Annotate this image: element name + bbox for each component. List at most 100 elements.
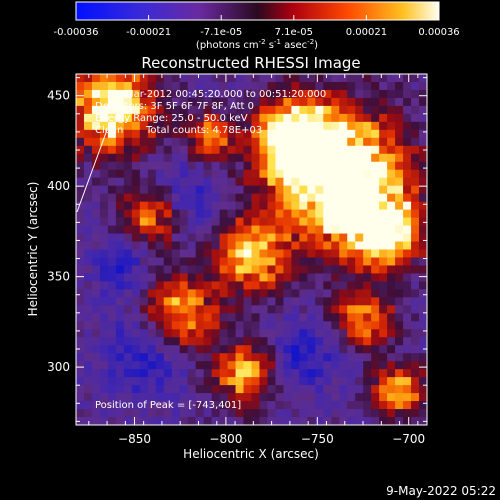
heatmap-cell: [355, 241, 364, 251]
heatmap-cell: [211, 121, 221, 131]
heatmap-cell: [99, 217, 109, 227]
heatmap-cell: [139, 97, 149, 107]
heatmap-cell: [211, 377, 221, 386]
heatmap-cell: [379, 281, 388, 290]
heatmap-cell: [411, 241, 420, 251]
heatmap-cell: [131, 249, 141, 259]
heatmap-cell: [227, 74, 237, 83]
heatmap-cell: [76, 353, 85, 362]
heatmap-cell: [235, 249, 245, 259]
heatmap-cell: [179, 145, 189, 155]
heatmap-cell: [411, 417, 420, 425]
heatmap-cell: [299, 353, 308, 362]
heatmap-cell: [403, 305, 412, 314]
heatmap-cell: [379, 113, 388, 123]
heatmap-cell: [259, 361, 269, 370]
heatmap-cell: [275, 297, 285, 306]
heatmap-cell: [83, 401, 93, 410]
heatmap-cell: [179, 153, 189, 163]
heatmap-cell: [251, 129, 261, 139]
heatmap-cell: [395, 209, 404, 219]
heatmap-cell: [371, 417, 380, 425]
heatmap-cell: [227, 193, 237, 203]
heatmap-cell: [171, 225, 181, 235]
heatmap-cell: [139, 233, 149, 243]
heatmap-cell: [363, 97, 372, 107]
heatmap-cell: [235, 201, 245, 211]
heatmap-cell: [203, 385, 213, 394]
heatmap-cell: [259, 401, 269, 410]
heatmap-cell: [323, 321, 332, 330]
heatmap-cell: [155, 257, 165, 267]
heatmap-cell: [235, 145, 245, 155]
heatmap-cell: [163, 297, 173, 306]
heatmap-cell: [179, 177, 189, 187]
heatmap-cell: [171, 409, 181, 418]
heatmap-cell: [123, 129, 133, 139]
heatmap-cell: [331, 417, 340, 425]
heatmap-cell: [267, 177, 277, 187]
heatmap-cell: [107, 74, 117, 83]
heatmap-cell: [339, 417, 348, 425]
heatmap-cell: [219, 121, 229, 131]
heatmap-cell: [323, 361, 332, 370]
heatmap-cell: [339, 401, 348, 410]
heatmap-cell: [283, 313, 292, 322]
heatmap-cell: [187, 361, 197, 370]
heatmap-cell: [91, 305, 101, 314]
heatmap-cell: [363, 137, 372, 147]
heatmap-cell: [115, 377, 125, 386]
heatmap-cell: [291, 113, 300, 123]
heatmap-cell: [139, 353, 149, 362]
heatmap-cell: [331, 393, 340, 402]
colorbar: -0.00036 -0.00021 -7.1e-05 7.1e-05 0.00021 0.…: [54, 1, 460, 51]
heatmap-cell: [123, 361, 133, 370]
heatmap-cell: [243, 225, 253, 235]
heatmap-cell: [187, 153, 197, 163]
heatmap-cell: [163, 185, 173, 195]
heatmap-cell: [243, 209, 253, 219]
heatmap-cell: [219, 177, 229, 187]
heatmap-cell: [76, 185, 85, 195]
heatmap-cell: [203, 137, 213, 147]
heatmap-cell: [267, 337, 277, 346]
heatmap-cell: [195, 257, 205, 267]
heatmap-cell: [131, 201, 141, 211]
heatmap-cell: [307, 145, 316, 155]
heatmap-cell: [107, 345, 117, 354]
heatmap-cell: [139, 401, 149, 410]
heatmap-cell: [123, 201, 133, 211]
heatmap-cell: [347, 129, 356, 139]
heatmap-cell: [331, 185, 340, 195]
heatmap-cell: [91, 217, 101, 227]
heatmap-cell: [211, 74, 221, 83]
heatmap-cell: [363, 353, 372, 362]
heatmap-cell: [219, 361, 229, 370]
heatmap-cell: [371, 241, 380, 251]
colorbar-tick-label: -0.00021: [126, 27, 171, 38]
heatmap-cell: [355, 361, 364, 370]
heatmap-cell: [275, 97, 285, 107]
heatmap-cell: [123, 161, 133, 171]
heatmap-cell: [387, 361, 396, 370]
y-tick-label: 400: [47, 179, 70, 193]
heatmap-cell: [187, 185, 197, 195]
heatmap-cell: [91, 74, 101, 83]
heatmap-cell: [99, 233, 109, 243]
heatmap-cell: [395, 321, 404, 330]
heatmap-cell: [171, 417, 181, 425]
heatmap-cell: [195, 217, 205, 227]
heatmap-cell: [235, 313, 245, 322]
heatmap-cell: [275, 361, 285, 370]
heatmap-cell: [387, 393, 396, 402]
heatmap-cell: [163, 313, 173, 322]
heatmap-cell: [147, 305, 157, 314]
heatmap-cell: [275, 153, 285, 163]
heatmap-cell: [395, 217, 404, 227]
heatmap-cell: [379, 377, 388, 386]
heatmap-cell: [91, 225, 101, 235]
heatmap-cell: [107, 297, 117, 306]
heatmap-cell: [331, 145, 340, 155]
heatmap-cell: [347, 89, 356, 99]
heatmap-cell: [315, 289, 324, 298]
